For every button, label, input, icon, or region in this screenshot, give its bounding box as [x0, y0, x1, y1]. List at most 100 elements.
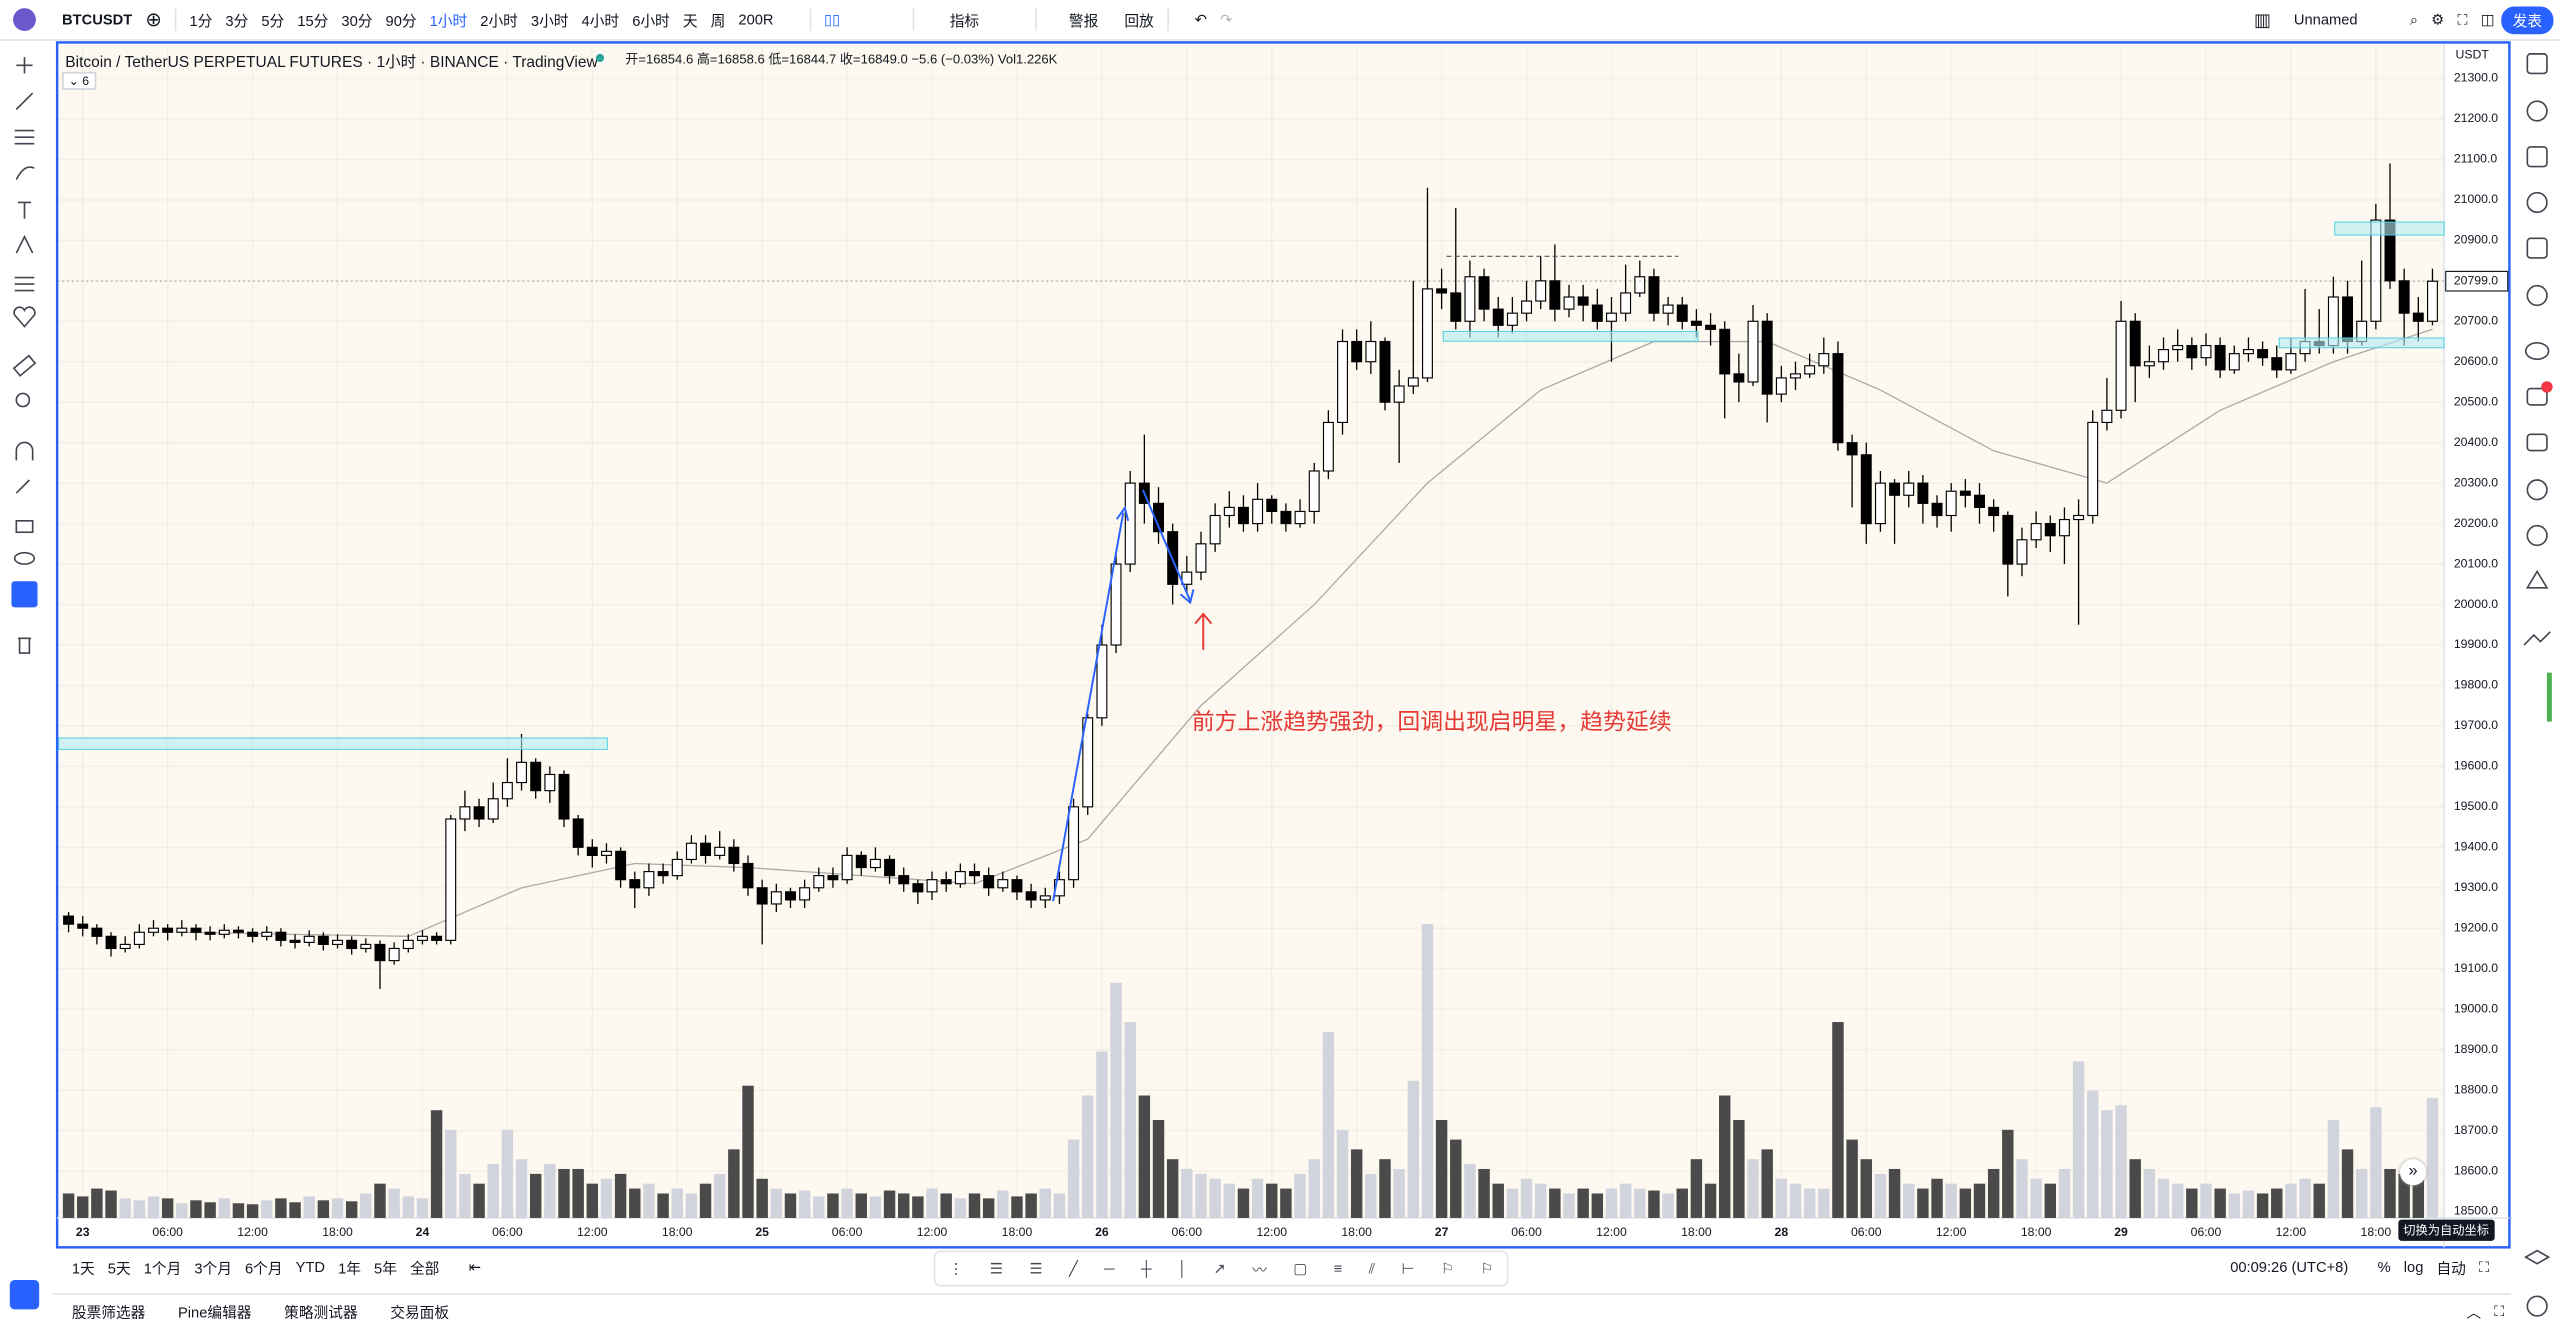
interval[interactable]: 2小时 [480, 12, 518, 29]
undo[interactable]: ↶ [1194, 10, 1207, 27]
interval[interactable]: 90分 [385, 12, 417, 29]
icon[interactable] [2526, 191, 2548, 214]
search[interactable]: ⌕ [2409, 10, 2419, 27]
icon[interactable] [15, 519, 34, 534]
interval[interactable]: 3小时 [530, 12, 569, 29]
chart-type[interactable]: ▯▯ [824, 10, 841, 27]
icon[interactable] [2526, 53, 2548, 75]
fullscreen[interactable]: ⛶ [2457, 10, 2468, 27]
layout-name[interactable]: Unnamed [2293, 11, 2358, 28]
icon-watch[interactable] [9, 1279, 40, 1310]
icon[interactable] [2525, 569, 2549, 589]
icon[interactable] [15, 479, 30, 494]
tool[interactable]: ⊢ [1401, 1259, 1415, 1276]
tool[interactable]: 〰 [1252, 1261, 1267, 1278]
publish[interactable]: 发表 [2501, 5, 2554, 34]
icon[interactable] [15, 441, 34, 461]
volume-bar [2157, 1178, 2170, 1218]
range[interactable]: 全部 [409, 1259, 440, 1276]
tool[interactable]: ≡ [1333, 1260, 1343, 1277]
scroll-right[interactable]: » [2399, 1159, 2427, 1186]
add-symbol[interactable]: ⊕ [145, 8, 162, 32]
indicators[interactable]: 指标 [949, 12, 980, 29]
range[interactable]: 1个月 [143, 1259, 182, 1276]
icon[interactable] [2526, 387, 2548, 406]
tool[interactable]: ┼ [1141, 1260, 1152, 1277]
icon[interactable] [15, 234, 34, 254]
interval-active[interactable]: 1小时 [429, 12, 468, 29]
icon[interactable] [15, 392, 31, 408]
panel-tab[interactable]: 策略测试器 [284, 1303, 358, 1320]
interval[interactable]: 5分 [261, 12, 285, 29]
icon[interactable] [2526, 479, 2548, 501]
tool[interactable]: │ [1177, 1260, 1188, 1277]
symbol[interactable]: BTCUSDT [62, 11, 133, 28]
icon[interactable] [14, 276, 35, 292]
tool[interactable]: ─ [1104, 1260, 1115, 1277]
panel-tab[interactable]: Pine编辑器 [177, 1303, 252, 1320]
snapshot[interactable]: ◫ [2480, 10, 2495, 27]
icon[interactable] [2526, 433, 2548, 452]
interval[interactable]: 30分 [341, 12, 373, 29]
icon[interactable] [2524, 342, 2550, 360]
alert[interactable]: 警报 [1068, 12, 1099, 29]
indicator-toggle[interactable]: ⌄ 6 [62, 71, 96, 90]
icon[interactable] [13, 306, 36, 328]
icon[interactable] [2526, 284, 2548, 307]
range[interactable]: 1年 [338, 1259, 361, 1276]
interval[interactable]: 周 [710, 12, 726, 29]
icon[interactable] [2523, 631, 2551, 646]
tool[interactable]: ☰ [989, 1259, 1003, 1276]
tool[interactable]: ⋮ [948, 1259, 964, 1276]
log-toggle[interactable]: log [2403, 1258, 2424, 1276]
settings[interactable]: ⚙ [2431, 10, 2445, 27]
tool[interactable]: ▢ [1293, 1259, 1308, 1276]
icon-active[interactable] [11, 581, 38, 608]
range[interactable]: 1天 [71, 1259, 95, 1276]
redo[interactable]: ↷ [1220, 10, 1233, 27]
tool[interactable]: ☰ [1029, 1259, 1043, 1276]
tool[interactable]: ↗ [1213, 1259, 1226, 1276]
interval[interactable]: 1分 [189, 12, 213, 29]
interval[interactable]: 天 [682, 12, 698, 29]
goto-date[interactable]: ⇤ [468, 1257, 482, 1275]
icon[interactable] [17, 201, 32, 219]
icon[interactable] [2526, 146, 2548, 168]
percent-toggle[interactable]: % [2377, 1258, 2391, 1276]
tool[interactable]: ⚐ [1440, 1259, 1455, 1276]
interval[interactable]: 15分 [297, 12, 329, 29]
maximize[interactable]: ⛶ [2494, 1302, 2505, 1319]
interval[interactable]: 6小时 [632, 12, 670, 29]
icon[interactable] [12, 354, 37, 377]
layout[interactable]: ▥ [2254, 10, 2272, 31]
icon[interactable] [15, 92, 34, 110]
icon[interactable] [2526, 1295, 2548, 1317]
bar-range[interactable]: 200R [738, 11, 774, 28]
icon[interactable] [2526, 100, 2548, 122]
range[interactable]: 5年 [374, 1259, 397, 1276]
icon[interactable] [13, 551, 36, 565]
interval[interactable]: 4小时 [581, 12, 620, 29]
replay[interactable]: 回放 [1124, 12, 1154, 29]
volume-bar [1350, 1149, 1363, 1218]
icon[interactable] [2526, 524, 2548, 547]
avatar[interactable] [13, 8, 36, 32]
tool[interactable]: ⫽ [1368, 1259, 1376, 1276]
icon[interactable] [2524, 1249, 2551, 1265]
icon[interactable] [17, 637, 32, 654]
panel-tab[interactable]: 股票筛选器 [71, 1303, 146, 1320]
interval[interactable]: 3分 [225, 12, 249, 29]
icon[interactable] [15, 166, 35, 180]
range[interactable]: YTD [295, 1258, 326, 1276]
tool[interactable]: ╱ [1068, 1259, 1078, 1276]
tool[interactable]: ⚐ [1480, 1259, 1494, 1276]
auto-toggle[interactable]: 自动 [2436, 1259, 2466, 1276]
range[interactable]: 3个月 [194, 1259, 232, 1276]
collapse[interactable]: ︿ [2466, 1303, 2482, 1320]
panel-tab[interactable]: 交易面板 [390, 1303, 450, 1320]
range[interactable]: 5天 [107, 1259, 131, 1276]
fit[interactable]: ⛶ [2478, 1257, 2490, 1275]
icon[interactable] [2526, 237, 2548, 259]
volume-bar [1945, 1183, 1957, 1218]
range[interactable]: 6个月 [244, 1259, 283, 1276]
